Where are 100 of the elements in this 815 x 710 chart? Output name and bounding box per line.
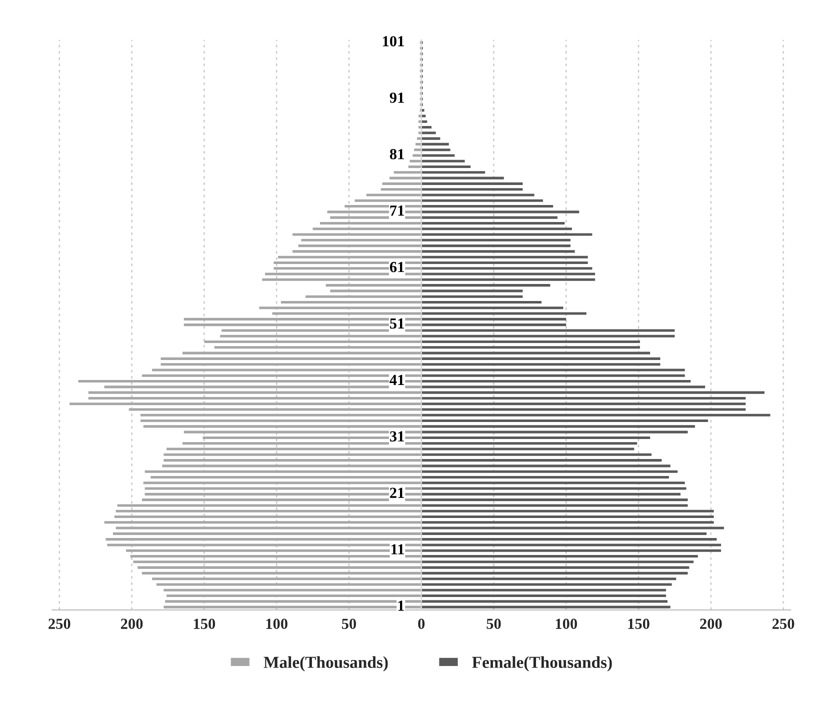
bar: [292, 233, 422, 236]
bar: [421, 210, 580, 214]
bar: [140, 414, 422, 416]
bar: [312, 228, 422, 230]
bar: [421, 600, 668, 603]
bar: [380, 188, 422, 191]
bar: [421, 295, 523, 298]
bar: [292, 250, 422, 253]
bar: [421, 521, 714, 524]
bar: [421, 402, 746, 406]
bar: [421, 126, 432, 129]
bar: [421, 160, 465, 162]
bar: [394, 171, 422, 174]
bar: [421, 420, 708, 422]
bar: [421, 442, 638, 445]
bar: [138, 566, 422, 569]
bar: [421, 482, 685, 484]
bar: [259, 306, 422, 310]
bar: [421, 250, 575, 253]
legend-label: Female(Thousands): [472, 656, 612, 672]
bar: [421, 267, 592, 270]
x-tick-label: 0: [418, 618, 425, 629]
bar: [152, 368, 422, 372]
bar: [421, 583, 672, 586]
x-tick-label: 200: [700, 618, 722, 629]
bar: [421, 228, 572, 230]
bar: [104, 386, 422, 388]
bar: [421, 448, 634, 450]
bar: [421, 492, 681, 496]
y-tick-label: 81: [390, 148, 404, 160]
bar: [320, 222, 422, 224]
bar: [421, 205, 554, 208]
bar: [116, 510, 422, 512]
bar: [421, 578, 676, 580]
bar: [421, 515, 714, 518]
bar: [142, 498, 422, 502]
bar: [421, 256, 588, 258]
bar: [421, 430, 688, 434]
bar: [162, 464, 422, 468]
bar: [106, 538, 422, 541]
bar: [306, 295, 422, 298]
bar: [421, 324, 566, 326]
bar: [421, 244, 570, 248]
bar: [421, 368, 685, 372]
bar: [382, 182, 422, 185]
bar: [421, 453, 652, 456]
bar: [164, 588, 422, 592]
bar: [298, 244, 422, 248]
bar: [166, 594, 422, 598]
bar: [114, 515, 422, 518]
bar: [421, 498, 688, 502]
bar: [421, 346, 640, 349]
bar: [143, 482, 422, 484]
bar: [421, 572, 688, 574]
bar: [421, 414, 770, 416]
bar: [366, 194, 422, 196]
bar: [70, 402, 422, 406]
bar: [421, 199, 543, 202]
legend-label: Male(Thousands): [264, 656, 388, 672]
x-tick-label: 250: [772, 618, 794, 629]
bar: [160, 357, 422, 360]
y-tick-label: 41: [390, 374, 404, 385]
bar: [143, 425, 422, 428]
bar: [262, 278, 422, 281]
bar: [130, 554, 422, 558]
bar: [421, 476, 669, 479]
bar: [160, 363, 422, 366]
bar: [421, 544, 722, 546]
bar: [421, 560, 694, 564]
bar: [301, 238, 422, 242]
bar: [421, 166, 471, 168]
bar: [354, 199, 422, 202]
bar: [142, 572, 422, 574]
bar: [421, 306, 564, 310]
bar: [421, 188, 523, 191]
bar: [421, 137, 440, 140]
bar: [410, 160, 422, 162]
bar: [421, 594, 666, 598]
bar: [164, 459, 422, 462]
bar: [412, 154, 422, 157]
bar: [140, 420, 422, 422]
bar: [150, 476, 422, 479]
bar: [421, 538, 717, 541]
y-tick-label: 1: [398, 600, 404, 611]
bar: [421, 425, 695, 428]
bar: [116, 526, 422, 530]
bar: [144, 470, 422, 473]
bar: [421, 374, 685, 377]
x-tick-label: 50: [486, 618, 501, 629]
bar: [278, 256, 422, 258]
bar: [421, 284, 550, 287]
bar: [421, 194, 534, 196]
bar: [421, 176, 504, 180]
bar: [421, 272, 596, 276]
bar: [421, 222, 565, 224]
x-tick-label: 200: [120, 618, 143, 629]
x-tick-label: 100: [556, 618, 578, 629]
bar: [421, 532, 707, 535]
y-tick-label: 51: [390, 318, 404, 329]
bar: [88, 391, 422, 394]
